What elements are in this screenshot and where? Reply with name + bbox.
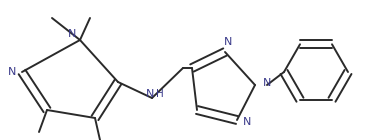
Text: N: N [8, 67, 16, 77]
Text: N: N [263, 78, 271, 88]
Text: H: H [156, 89, 164, 99]
Text: N: N [68, 29, 76, 39]
Text: N: N [224, 37, 232, 47]
Text: N: N [243, 117, 251, 127]
Text: N: N [146, 89, 154, 99]
